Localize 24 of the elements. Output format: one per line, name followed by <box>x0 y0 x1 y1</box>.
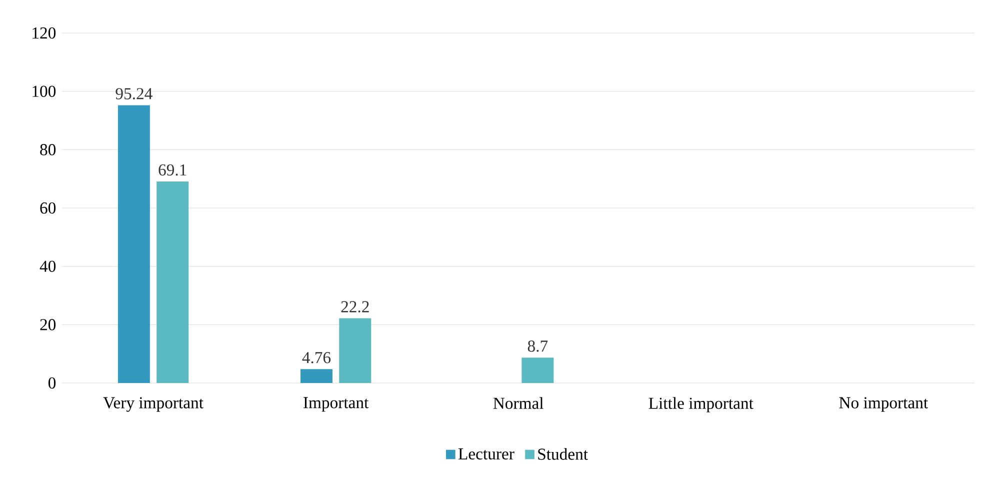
data-label: 95.24 <box>116 88 152 100</box>
data-label: 69.1 <box>158 164 186 176</box>
bar <box>118 105 150 383</box>
bar <box>339 318 372 383</box>
y-tick-label: 60 <box>40 202 56 214</box>
x-tick-label: Very important <box>103 397 204 412</box>
bar <box>300 369 332 383</box>
data-label: 8.7 <box>528 340 548 352</box>
legend-label: Lecturer <box>458 448 514 460</box>
y-tick-label: 120 <box>32 27 56 39</box>
data-label: 4.76 <box>302 352 331 364</box>
y-tick-label: 100 <box>32 86 56 97</box>
data-label: 22.2 <box>341 301 369 312</box>
x-tick-label: Important <box>304 397 369 412</box>
y-tick-label: 20 <box>40 319 56 330</box>
y-tick-label: 0 <box>48 377 56 389</box>
legend-label: Student <box>538 448 588 460</box>
x-tick-label: Little important <box>648 397 754 412</box>
y-tick-label: 40 <box>40 260 56 272</box>
y-tick-label: 80 <box>40 144 56 156</box>
x-tick-label: Normal <box>493 397 544 409</box>
bar <box>522 358 554 383</box>
bar <box>156 181 189 383</box>
x-tick-label: No important <box>839 397 928 412</box>
